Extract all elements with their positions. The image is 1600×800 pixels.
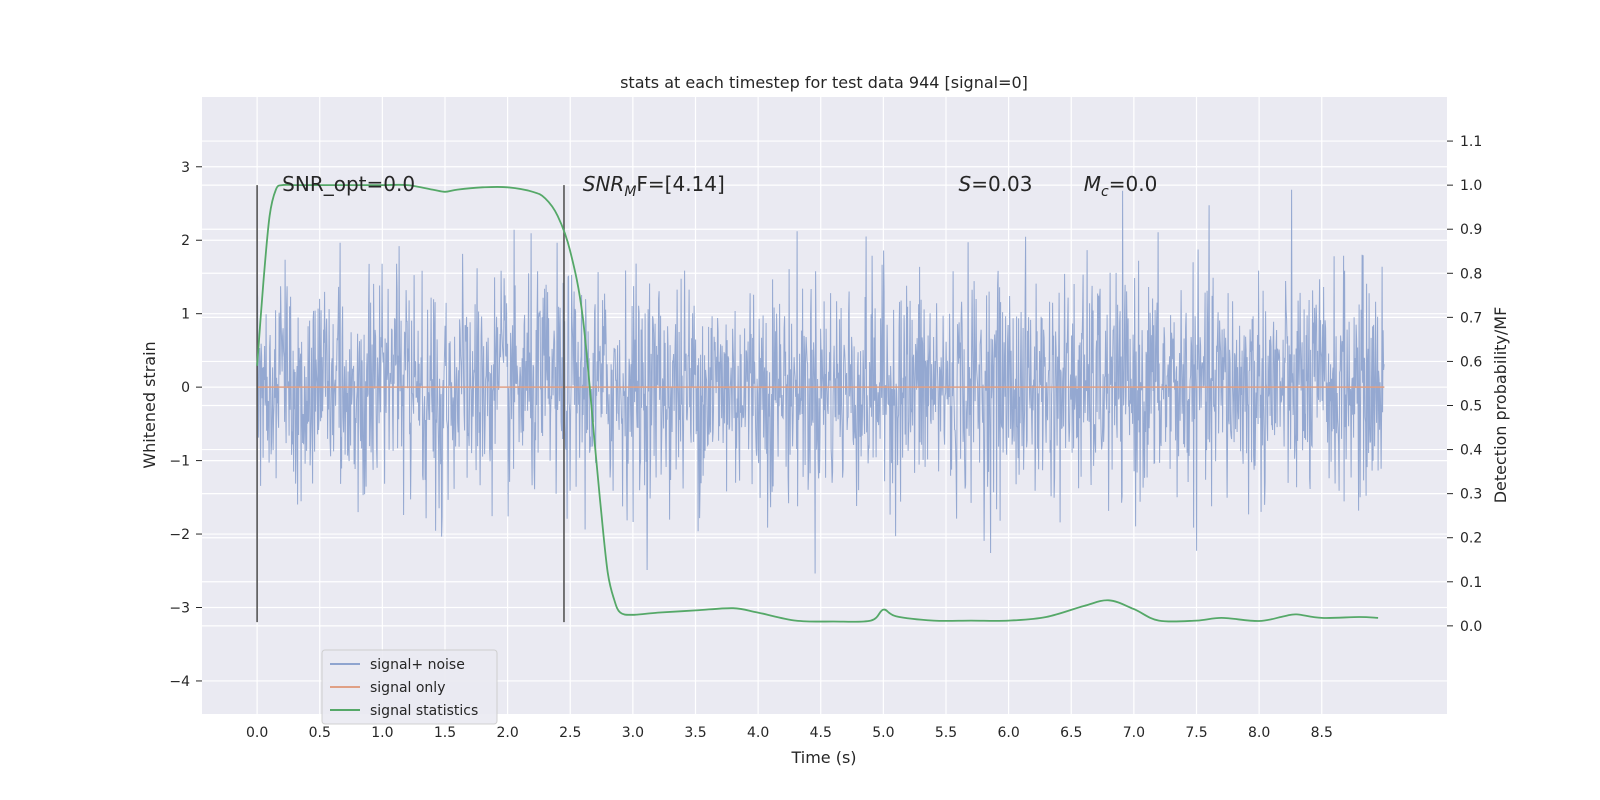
y2-tick-label: 0.5 xyxy=(1460,399,1482,415)
x-tick-label: 0.5 xyxy=(309,725,331,741)
signal-statistics-series xyxy=(256,183,1379,623)
y2-tick-label: 0.3 xyxy=(1460,487,1482,503)
x-axis-ticks: 0.0 0.5 1.0 1.5 2.0 2.5 3.0 3.5 4.0 4.5 5.0 5.5 6.0 6… xyxy=(246,725,1333,741)
x-tick-label: 7.5 xyxy=(1185,725,1207,741)
x-tick-label: 2.5 xyxy=(559,725,581,741)
y-axis-label: Whitened strain xyxy=(140,341,159,468)
annotations: SNR_opt=0.0 SNRMF=[4.14] S=0.03 Mc=0.0 xyxy=(282,172,1157,200)
x-tick-label: 1.0 xyxy=(371,725,393,741)
x-tick-label: 3.5 xyxy=(684,725,706,741)
legend: signal+ noise signal only signal statistic… xyxy=(321,649,498,725)
y2-tick-label: 0.0 xyxy=(1460,619,1482,635)
signal-plus-noise-line xyxy=(256,189,1385,574)
y2-tick-label: 0.4 xyxy=(1460,443,1482,459)
y-tick-label: 2 xyxy=(181,233,190,249)
y-tick-label: −2 xyxy=(169,527,190,543)
x-tick-label: 4.5 xyxy=(810,725,832,741)
x-tick-label: 4.0 xyxy=(747,725,769,741)
x-tick-label: 3.0 xyxy=(622,725,644,741)
y2-tick-label: 0.2 xyxy=(1460,531,1482,547)
x-tick-label: 6.0 xyxy=(997,725,1019,741)
x-tick-label: 2.0 xyxy=(496,725,518,741)
signal-plus-noise-series xyxy=(256,189,1385,574)
grid-lines xyxy=(202,97,1447,714)
y2-axis-ticks: 0.0 0.1 0.2 0.3 0.4 0.5 0.6 0.7 0.8 0.9 1.0 1.1 xyxy=(1447,134,1482,635)
y2-tick-label: 0.8 xyxy=(1460,266,1482,282)
x-tick-label: 7.0 xyxy=(1123,725,1145,741)
y-tick-label: −3 xyxy=(169,600,190,616)
x-tick-label: 5.0 xyxy=(872,725,894,741)
y-tick-label: 1 xyxy=(181,307,190,323)
y-axis-ticks: −4 −3 −2 −1 0 1 2 3 xyxy=(169,160,202,690)
chart-title: stats at each timestep for test data 944… xyxy=(620,73,1028,92)
y2-tick-label: 0.9 xyxy=(1460,222,1482,238)
y2-axis-label: Detection probability/MF xyxy=(1491,307,1510,504)
y-tick-label: 0 xyxy=(181,380,190,396)
y2-tick-label: 0.7 xyxy=(1460,310,1482,326)
x-tick-label: 1.5 xyxy=(434,725,456,741)
x-tick-label: 8.0 xyxy=(1248,725,1270,741)
y2-tick-label: 0.1 xyxy=(1460,575,1482,591)
y2-tick-label: 1.1 xyxy=(1460,134,1482,150)
x-tick-label: 8.5 xyxy=(1311,725,1333,741)
y2-tick-label: 0.6 xyxy=(1460,354,1482,370)
x-tick-label: 6.5 xyxy=(1060,725,1082,741)
legend-label: signal only xyxy=(370,680,445,696)
y-tick-label: −1 xyxy=(169,454,190,470)
x-axis-label: Time (s) xyxy=(790,748,856,767)
vertical-markers xyxy=(256,185,565,623)
y2-tick-label: 1.0 xyxy=(1460,178,1482,194)
annotation-text: SNR_opt=0.0 xyxy=(282,172,415,196)
y-tick-label: 3 xyxy=(181,160,190,176)
legend-box xyxy=(321,649,498,725)
legend-label: signal statistics xyxy=(370,703,478,719)
x-tick-label: 0.0 xyxy=(246,725,268,741)
annotation-text: Mc=0.0 xyxy=(1084,172,1158,200)
x-tick-label: 5.5 xyxy=(935,725,957,741)
signal-statistics-line xyxy=(256,183,1379,623)
annotation-text: SNRMF=[4.14] xyxy=(583,172,725,200)
y-tick-label: −4 xyxy=(169,674,190,690)
legend-label: signal+ noise xyxy=(370,657,465,673)
annotation-text: S=0.03 xyxy=(959,172,1033,196)
